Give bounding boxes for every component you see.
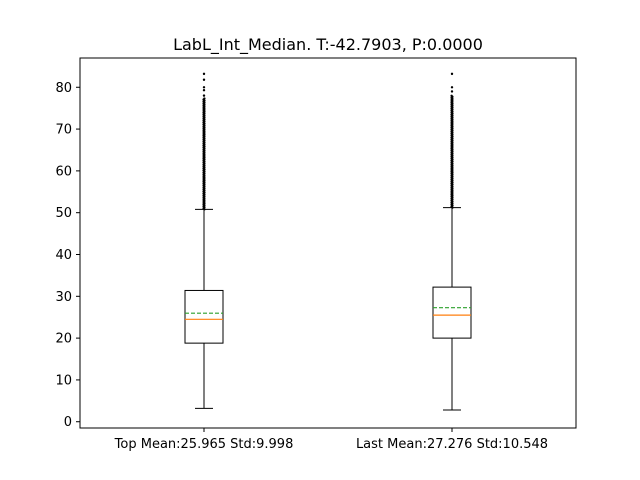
chart-title: LabL_Int_Median. T:-42.7903, P:0.0000	[173, 35, 483, 55]
outlier-point	[202, 78, 206, 81]
outlier-point	[450, 86, 454, 89]
outlier-point	[202, 86, 206, 89]
box-iqr	[432, 286, 472, 339]
y-tick-label: 60	[55, 164, 72, 179]
x-tick-label: Last Mean:27.276 Std:10.548	[356, 437, 548, 452]
boxes-layer	[184, 72, 472, 411]
outlier-point	[202, 94, 206, 97]
outlier-point	[450, 94, 453, 98]
outlier-point	[203, 97, 206, 100]
box-iqr	[184, 289, 224, 344]
outlier-point	[450, 72, 454, 76]
y-tick-label: 50	[55, 206, 72, 221]
y-tick-label: 10	[55, 373, 72, 388]
y-tick-label: 70	[55, 123, 72, 138]
y-tick-label: 40	[55, 248, 72, 263]
y-tick-label: 80	[55, 81, 72, 96]
y-tick-label: 30	[55, 290, 72, 305]
box-group	[432, 72, 472, 411]
x-tick-label: Top Mean:25.965 Std:9.998	[114, 437, 294, 452]
outlier-point	[202, 72, 206, 76]
box-group	[184, 72, 224, 409]
outlier-point	[202, 88, 206, 92]
y-tick-label: 0	[64, 415, 72, 430]
outlier-point	[450, 90, 454, 93]
axes-layer: Top Mean:25.965 Std:9.998 Last Mean:27.27…	[55, 81, 548, 452]
plot-area-frame	[79, 57, 577, 429]
y-tick-label: 20	[55, 332, 72, 347]
